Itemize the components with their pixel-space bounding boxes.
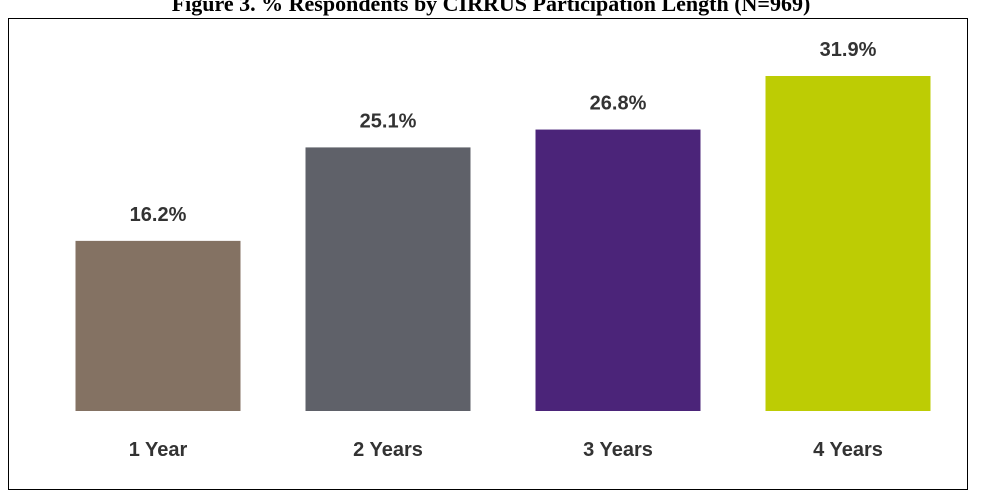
bar-1 <box>75 240 241 411</box>
chart-frame: 16.2% 1 Year 25.1% 2 Years 26.8% 3 Years 31.9%… <box>8 18 968 490</box>
bar-3 <box>535 129 701 411</box>
category-label-3: 3 Years <box>583 439 653 461</box>
bar-value-label-3: 26.8% <box>590 93 647 115</box>
category-label-2: 2 Years <box>353 439 423 461</box>
bar-4 <box>765 76 931 411</box>
bar-2 <box>305 147 471 412</box>
chart-title: Figure 3. % Respondents by CIRRUS Partic… <box>171 0 811 16</box>
bar-value-label-2: 25.1% <box>360 110 417 132</box>
bar-value-label-4: 31.9% <box>820 39 877 61</box>
category-label-1: 1 Year <box>129 439 188 461</box>
category-label-4: 4 Years <box>813 439 883 461</box>
bar-chart: 16.2% 1 Year 25.1% 2 Years 26.8% 3 Years 31.9%… <box>75 39 931 461</box>
bar-value-label-1: 16.2% <box>130 204 187 226</box>
